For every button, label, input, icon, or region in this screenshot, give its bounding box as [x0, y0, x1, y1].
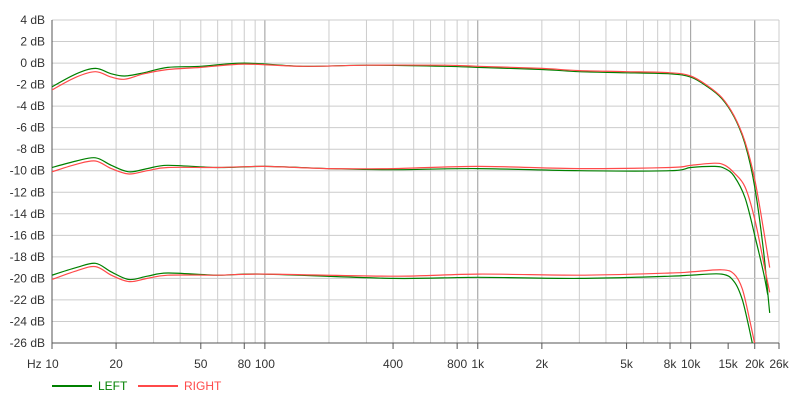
x-tick-label: 15k: [718, 357, 738, 371]
x-tick-label: 800: [447, 357, 467, 371]
y-tick-label: -20 dB: [10, 271, 45, 285]
y-tick-label: -26 dB: [10, 336, 45, 350]
y-tick-label: -2 dB: [16, 78, 45, 92]
x-unit-label: Hz: [27, 357, 42, 371]
y-tick-label: 2 dB: [20, 35, 45, 49]
curve-left-1: [52, 157, 769, 295]
y-tick-label: -18 dB: [10, 250, 45, 264]
legend-label-left: LEFT: [98, 379, 128, 393]
legend: LEFT RIGHT: [52, 379, 222, 393]
y-tick-label: 4 dB: [20, 13, 45, 27]
x-tick-label: 8k: [664, 357, 678, 371]
curve-right-2: [52, 265, 756, 343]
y-tick-label: -12 dB: [10, 185, 45, 199]
y-tick-label: -6 dB: [16, 121, 45, 135]
y-tick-label: -10 dB: [10, 164, 45, 178]
x-tick-label: 5k: [620, 357, 634, 371]
x-axis-ticks: 10 20 50 80 100 400 800 1k 2k 5k 8k 10k 15k 20k 26k: [45, 343, 790, 371]
x-tick-label: 50: [194, 357, 208, 371]
y-tick-label: -14 dB: [10, 207, 45, 221]
x-tick-label: 100: [255, 357, 275, 371]
x-tick-label: 20k: [745, 357, 765, 371]
curve-right-1: [52, 160, 771, 293]
y-tick-label: -8 dB: [16, 142, 45, 156]
curves: [52, 62, 771, 343]
x-tick-label: 80: [238, 357, 252, 371]
y-tick-label: 0 dB: [20, 56, 45, 70]
x-tick-label: 26k: [769, 357, 789, 371]
y-tick-label: -16 dB: [10, 228, 45, 242]
legend-label-right: RIGHT: [184, 379, 222, 393]
x-tick-label: 10: [45, 357, 59, 371]
y-tick-label: -4 dB: [16, 99, 45, 113]
y-tick-label: -24 dB: [10, 314, 45, 328]
curve-right-0: [52, 63, 771, 268]
x-tick-label: 20: [109, 357, 123, 371]
x-tick-label: 2k: [536, 357, 550, 371]
y-tick-label: -22 dB: [10, 293, 45, 307]
x-tick-label: 1k: [471, 357, 485, 371]
curve-left-2: [52, 262, 753, 343]
x-tick-label: 10k: [681, 357, 701, 371]
x-tick-label: 400: [383, 357, 403, 371]
y-axis-ticks: 4 dB 2 dB 0 dB -2 dB -4 dB -6 dB -8 dB -10 dB -1…: [10, 13, 45, 350]
